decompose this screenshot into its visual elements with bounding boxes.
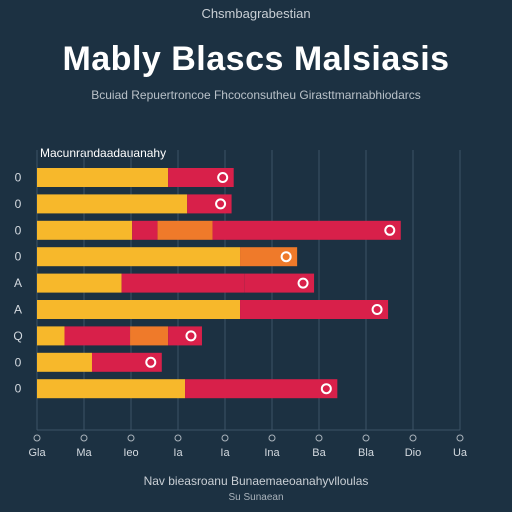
x-tick-mark bbox=[315, 434, 323, 442]
bar-segment bbox=[132, 220, 158, 240]
x-axis-ticks: Gla Ma Ieo Ia Ia Ina Ba Bla Dio Ua bbox=[28, 434, 468, 459]
bar-segment bbox=[168, 168, 234, 187]
bar-end-marker bbox=[320, 383, 332, 395]
x-axis-label: Nav bieasroanu Bunaemaeoanahyvlloulas bbox=[143, 474, 369, 488]
bar-segment bbox=[37, 300, 241, 319]
bar-segment bbox=[168, 326, 202, 346]
bar-segment bbox=[37, 220, 133, 240]
x-tick-label: Gla bbox=[28, 447, 46, 459]
y-tick-label: Q bbox=[13, 329, 22, 343]
x-tick-mark bbox=[362, 434, 370, 442]
bar-segment bbox=[121, 273, 245, 293]
x-tick-mark bbox=[80, 434, 88, 442]
bar-segment bbox=[91, 352, 162, 372]
chart-footnote: Su Sunaean bbox=[228, 492, 284, 503]
bar-end-marker bbox=[215, 198, 227, 210]
y-tick-label: 0 bbox=[15, 382, 22, 396]
chart-title: Mably Blascs Malsiasis bbox=[62, 40, 450, 78]
bar-segment bbox=[64, 326, 131, 346]
bar-end-marker bbox=[384, 224, 396, 236]
x-tick-mark bbox=[174, 434, 182, 442]
bar-segment bbox=[37, 352, 92, 372]
chart-top-label: Chsmbagrabestian bbox=[201, 6, 311, 21]
y-tick-label: 0 bbox=[15, 223, 22, 237]
bar-segment bbox=[37, 194, 188, 214]
bar-end-marker bbox=[217, 172, 229, 183]
y-tick-label: 0 bbox=[15, 250, 22, 264]
bar-segment bbox=[244, 273, 315, 293]
x-tick-label: Ina bbox=[264, 447, 280, 459]
bar-segment bbox=[37, 168, 169, 187]
x-tick-label: Ma bbox=[76, 447, 92, 459]
bar-segment bbox=[37, 326, 65, 346]
y-tick-label: 0 bbox=[15, 355, 22, 369]
bar-segment bbox=[240, 300, 389, 319]
bar-series bbox=[37, 168, 401, 399]
bar-segment bbox=[130, 326, 169, 346]
bar-segment bbox=[185, 379, 338, 399]
bar-segment bbox=[157, 220, 213, 240]
x-tick-mark bbox=[409, 434, 417, 442]
bar-segment bbox=[212, 220, 401, 240]
bar-end-marker bbox=[145, 356, 157, 368]
bar-end-marker bbox=[280, 251, 292, 263]
x-tick-mark bbox=[268, 434, 276, 442]
y-tick-label: 0 bbox=[15, 171, 22, 185]
x-tick-label: Bla bbox=[358, 447, 375, 459]
x-tick-label: Ua bbox=[453, 447, 468, 459]
y-tick-label: 0 bbox=[15, 197, 22, 211]
bar-end-marker bbox=[371, 304, 383, 315]
bar-end-marker bbox=[297, 277, 309, 289]
x-tick-label: Ia bbox=[220, 447, 230, 459]
x-tick-label: Dio bbox=[405, 447, 422, 459]
y-tick-label: A bbox=[14, 303, 22, 317]
x-tick-label: Ba bbox=[312, 447, 326, 459]
x-tick-mark bbox=[221, 434, 229, 442]
x-tick-label: Ia bbox=[173, 447, 183, 459]
x-tick-mark bbox=[127, 434, 135, 442]
bar-segment bbox=[37, 273, 122, 293]
x-tick-mark bbox=[456, 434, 464, 442]
legend-label: Macunrandaadauanahy bbox=[40, 146, 167, 160]
x-tick-label: Ieo bbox=[123, 447, 138, 459]
bar-end-marker bbox=[185, 330, 197, 342]
bar-segment bbox=[37, 379, 186, 399]
y-tick-label: A bbox=[14, 276, 22, 290]
bar-segment bbox=[37, 247, 241, 267]
chart-subtitle: Bcuiad Repuertroncoe Fhcoconsutheu Giras… bbox=[91, 88, 421, 102]
bar-segment bbox=[240, 247, 298, 267]
x-tick-mark bbox=[33, 434, 41, 442]
